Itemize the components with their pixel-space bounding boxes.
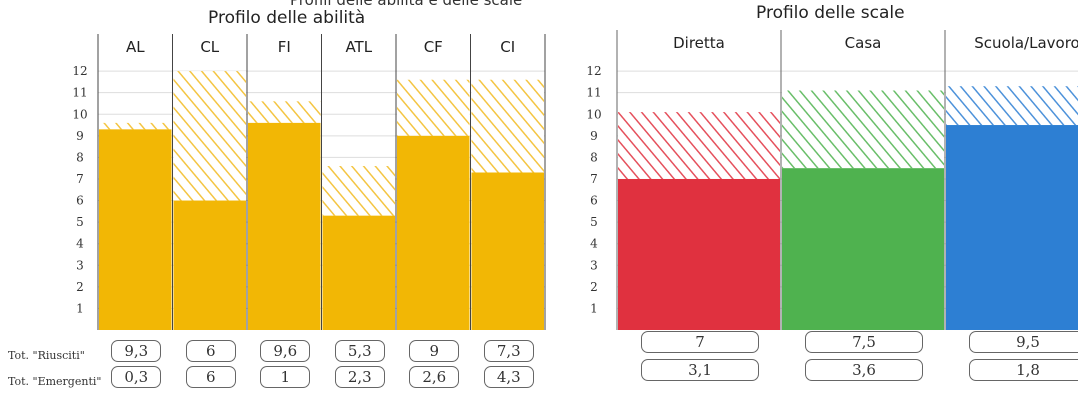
bar-riusciti-diretta bbox=[618, 178, 780, 330]
category-label: CL bbox=[200, 38, 219, 56]
row-label-emergenti: Tot. "Emergenti" bbox=[8, 375, 102, 388]
value-box-emergenti: 3,1 bbox=[641, 359, 759, 381]
value-box-riusciti: 9,3 bbox=[111, 340, 162, 362]
y-tick-label: 11 bbox=[586, 86, 601, 100]
y-tick-label: 5 bbox=[590, 215, 598, 229]
y-tick-label: 9 bbox=[590, 129, 598, 143]
y-tick-label: 2 bbox=[590, 280, 598, 294]
value-box-riusciti: 5,3 bbox=[334, 340, 385, 362]
bar-riusciti-cl bbox=[173, 200, 246, 330]
value-box-emergenti: 4,3 bbox=[483, 366, 534, 388]
bar-emergenti-ci bbox=[471, 79, 544, 173]
category-label: ATL bbox=[345, 38, 372, 56]
row-label-riusciti: Tot. "Riusciti" bbox=[8, 349, 85, 362]
value-box-emergenti: 0,3 bbox=[111, 366, 162, 388]
bar-riusciti-fi bbox=[248, 122, 321, 330]
value-box-riusciti: 9 bbox=[409, 340, 460, 362]
bar-riusciti-casa bbox=[782, 168, 944, 330]
category-label: FI bbox=[278, 38, 291, 56]
y-tick-label: 2 bbox=[76, 280, 84, 294]
y-tick-label: 4 bbox=[590, 237, 598, 251]
value-box-emergenti: 2,6 bbox=[409, 366, 460, 388]
value-box-riusciti: 7,3 bbox=[483, 340, 534, 362]
value-box-emergenti: 1 bbox=[260, 366, 311, 388]
chart-title-abilita: Profilo delle abilità bbox=[208, 8, 366, 28]
bar-emergenti-atl bbox=[322, 166, 395, 216]
bar-emergenti-cl bbox=[173, 71, 246, 201]
bar-emergenti-al bbox=[99, 122, 172, 130]
bar-riusciti-atl bbox=[322, 215, 395, 330]
chart-title-scale: Profilo delle scale bbox=[756, 3, 905, 23]
header-fragment: Profili delle abilità e delle scale bbox=[290, 0, 523, 9]
value-box-emergenti: 2,3 bbox=[334, 366, 385, 388]
y-tick-label: 7 bbox=[590, 172, 598, 186]
bar-emergenti-diretta bbox=[618, 112, 780, 179]
value-box-riusciti: 7 bbox=[641, 331, 759, 353]
value-box-riusciti: 9,5 bbox=[969, 331, 1078, 353]
bar-emergenti-cf bbox=[397, 79, 470, 136]
y-tick-label: 10 bbox=[586, 107, 601, 121]
value-box-emergenti: 3,6 bbox=[805, 359, 923, 381]
category-label: CI bbox=[500, 38, 515, 56]
y-tick-label: 12 bbox=[72, 64, 87, 78]
value-box-riusciti: 6 bbox=[185, 340, 236, 362]
bar-riusciti-scuolalavoro bbox=[946, 125, 1078, 330]
y-tick-label: 10 bbox=[72, 107, 87, 121]
value-box-riusciti: 7,5 bbox=[805, 331, 923, 353]
y-tick-label: 12 bbox=[586, 64, 601, 78]
category-label: AL bbox=[126, 38, 145, 56]
y-tick-label: 8 bbox=[590, 150, 598, 164]
bar-emergenti-fi bbox=[248, 101, 321, 123]
value-box-riusciti: 9,6 bbox=[260, 340, 311, 362]
value-box-emergenti: 1,8 bbox=[969, 359, 1078, 381]
category-label: CF bbox=[424, 38, 443, 56]
y-tick-label: 11 bbox=[72, 86, 87, 100]
bar-emergenti-casa bbox=[782, 90, 944, 169]
y-tick-label: 1 bbox=[590, 301, 598, 315]
y-tick-label: 6 bbox=[76, 194, 84, 208]
y-tick-label: 7 bbox=[76, 172, 84, 186]
y-tick-label: 3 bbox=[76, 258, 84, 272]
bar-riusciti-ci bbox=[471, 172, 544, 330]
y-tick-label: 4 bbox=[76, 237, 84, 251]
category-label: Casa bbox=[845, 34, 882, 52]
y-tick-label: 1 bbox=[76, 301, 84, 315]
bar-riusciti-cf bbox=[397, 135, 470, 330]
y-tick-label: 9 bbox=[76, 129, 84, 143]
bar-riusciti-al bbox=[99, 129, 172, 330]
category-label: Scuola/Lavoro bbox=[974, 34, 1078, 52]
y-tick-label: 3 bbox=[590, 258, 598, 272]
bar-emergenti-scuolalavoro bbox=[946, 86, 1078, 126]
y-tick-label: 8 bbox=[76, 150, 84, 164]
y-tick-label: 6 bbox=[590, 194, 598, 208]
value-box-emergenti: 6 bbox=[185, 366, 236, 388]
category-label: Diretta bbox=[673, 34, 725, 52]
y-tick-label: 5 bbox=[76, 215, 84, 229]
